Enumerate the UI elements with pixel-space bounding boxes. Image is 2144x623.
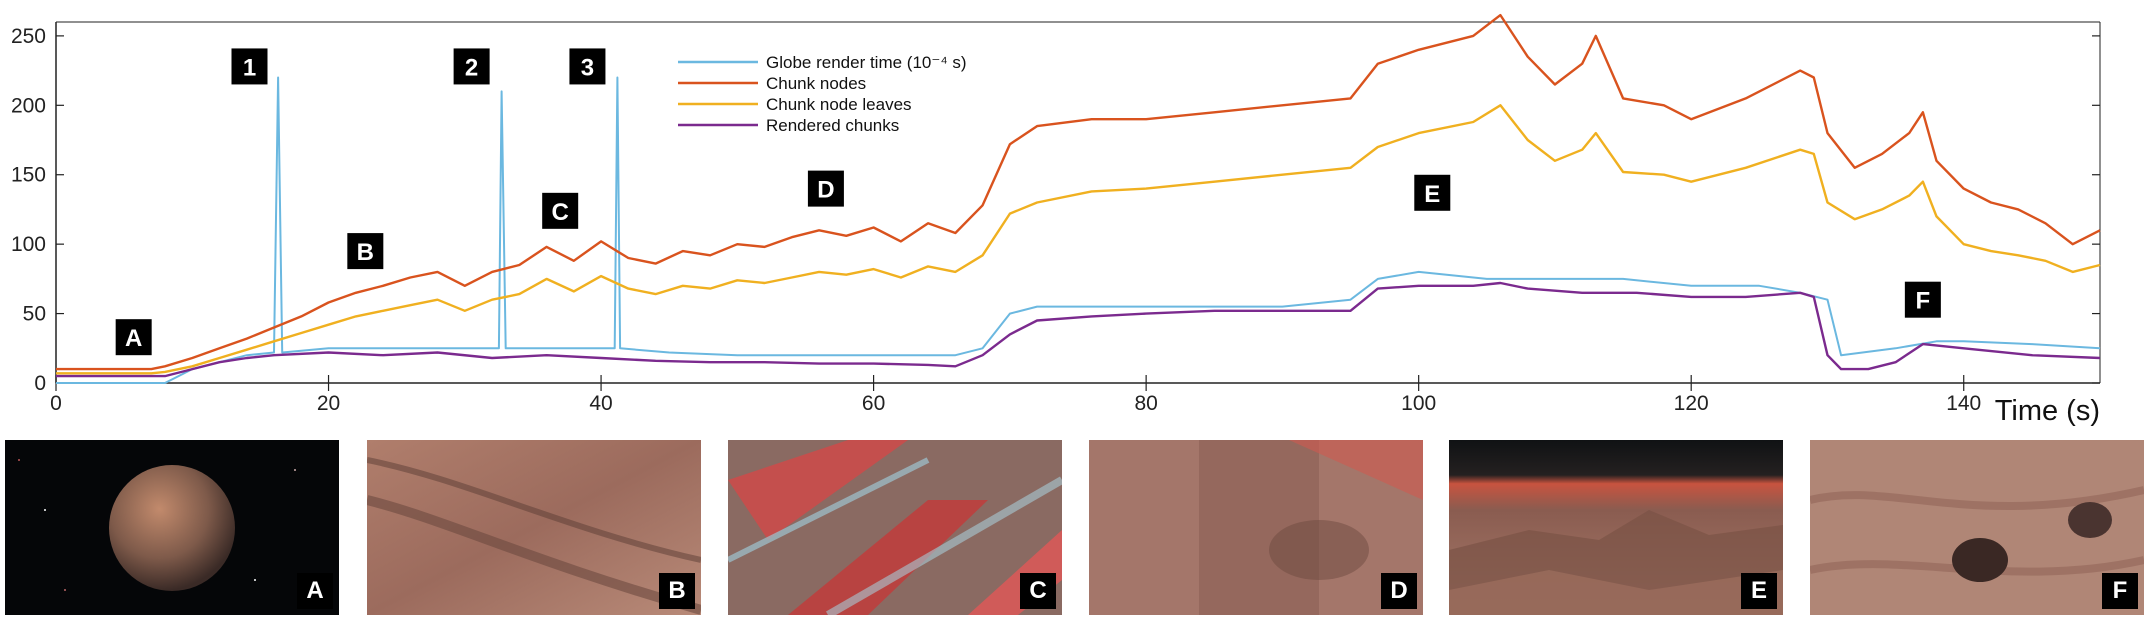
marker-label: A (125, 325, 142, 352)
y-tick-label: 0 (34, 372, 46, 395)
marker-box (453, 48, 490, 85)
thumbnail-d: D (1089, 440, 1423, 615)
thumbnail-label: D (1381, 573, 1417, 609)
x-tick-label: 80 (1134, 392, 1157, 415)
y-tick-label: 250 (11, 25, 46, 48)
axes: 0 50 100 150 200 250 0 20 40 60 80 100 120 140 (11, 21, 2101, 415)
x-tick-label: 140 (1946, 392, 1981, 415)
marker-box (1414, 174, 1451, 211)
marker-d: D (807, 170, 844, 207)
y-tick-label: 200 (11, 94, 46, 117)
marker-box (569, 48, 606, 85)
x-tick-label: 100 (1401, 392, 1436, 415)
series-line-4 (56, 281, 2101, 378)
legend: Globe render time (10⁻⁴ s) Chunk nodes Chu… (678, 53, 967, 135)
marker-e: E (1414, 174, 1451, 211)
marker-a: A (115, 319, 152, 356)
thumbnail-label: F (2102, 573, 2138, 609)
x-tick-label: 120 (1674, 392, 1709, 415)
x-axis-label: Time (s) (1995, 395, 2100, 427)
series-line-1 (56, 76, 2101, 384)
legend-entry: Rendered chunks (766, 116, 899, 135)
x-tick-label: 20 (317, 392, 340, 415)
performance-chart: 0 50 100 150 200 250 0 20 40 60 80 100 120 140 1 2 3 A B C… (11, 13, 2101, 427)
marker-label: D (817, 177, 834, 204)
marker-label: 2 (465, 54, 478, 81)
thumbnail-label: A (297, 573, 333, 609)
marker-2: 2 (453, 48, 490, 85)
thumbnail-image (1089, 440, 1423, 615)
thumbnail-image (5, 440, 339, 615)
marker-box (231, 48, 268, 85)
marker-3: 3 (569, 48, 606, 85)
x-tick-label: 60 (862, 392, 885, 415)
marker-label: 3 (581, 54, 594, 81)
event-markers: 1 2 3 A B C D E F (115, 48, 1941, 356)
thumbnail-image (728, 440, 1062, 615)
thumbnail-e: E (1449, 440, 1783, 615)
marker-b: B (347, 233, 384, 270)
marker-label: 1 (243, 54, 256, 81)
thumbnail-f: F (1810, 440, 2144, 615)
marker-label: B (357, 239, 374, 266)
legend-entry: Globe render time (10⁻⁴ s) (766, 53, 967, 72)
legend-entry: Chunk nodes (766, 74, 866, 93)
series-line-2 (56, 13, 2101, 371)
marker-f: F (1904, 281, 1941, 318)
thumbnail-image (1810, 440, 2144, 615)
series-line-3 (56, 104, 2101, 375)
marker-box (347, 233, 384, 270)
y-tick-label: 150 (11, 164, 46, 187)
thumbnail-image (1449, 440, 1783, 615)
thumbnail-b: B (367, 440, 701, 615)
marker-label: C (552, 199, 569, 226)
marker-box (542, 192, 579, 229)
marker-label: F (1916, 288, 1931, 315)
thumbnail-a: A (5, 440, 339, 615)
marker-1: 1 (231, 48, 268, 85)
y-tick-label: 50 (23, 303, 46, 326)
marker-box (1904, 281, 1941, 318)
y-tick-label: 100 (11, 233, 46, 256)
thumbnail-image (367, 440, 701, 615)
thumbnail-label: E (1741, 573, 1777, 609)
marker-box (115, 319, 152, 356)
marker-box (807, 170, 844, 207)
x-tick-label: 0 (50, 392, 62, 415)
series-lines (56, 13, 2101, 384)
x-tick-label: 40 (589, 392, 612, 415)
marker-label: E (1424, 181, 1440, 208)
thumbnail-label: B (659, 573, 695, 609)
thumbnail-c: C (728, 440, 1062, 615)
marker-c: C (542, 192, 579, 229)
thumbnail-label: C (1020, 573, 1056, 609)
legend-entry: Chunk node leaves (766, 95, 912, 114)
